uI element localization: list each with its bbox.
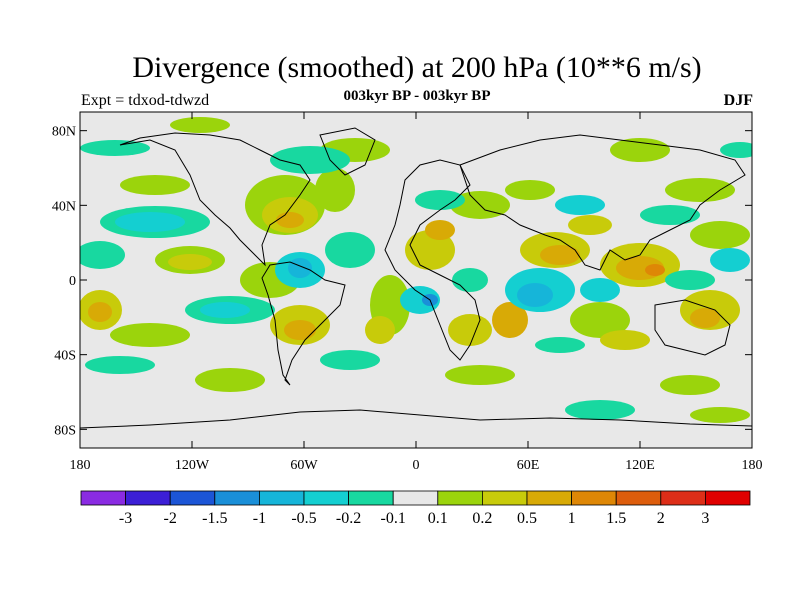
colorbar-swatch xyxy=(437,490,483,506)
colorbar-swatch xyxy=(169,490,216,506)
colorbar-swatch xyxy=(660,490,706,506)
colorbar-swatch xyxy=(214,490,260,506)
colorbar-label: 0.5 xyxy=(517,510,537,527)
coastlines xyxy=(80,127,752,429)
colorbar-swatch xyxy=(348,490,394,506)
asia-coast xyxy=(459,134,746,271)
colorbar-label: -1 xyxy=(253,510,266,527)
colorbar-label: -0.5 xyxy=(291,510,316,527)
colorbar-label: -3 xyxy=(119,510,132,527)
colorbar-swatch xyxy=(705,490,751,506)
colorbar-label: 0.2 xyxy=(472,510,492,527)
colorbar-label: 3 xyxy=(701,510,709,527)
colorbar-label: -2 xyxy=(164,510,177,527)
y-tick-label: 40N xyxy=(52,199,76,214)
x-tick-label: 120E xyxy=(625,458,655,473)
x-tick-label: 60E xyxy=(517,458,540,473)
colorbar-swatch xyxy=(571,490,617,506)
colorbar-label: 1.5 xyxy=(606,510,626,527)
colorbar-label: -1.5 xyxy=(202,510,227,527)
north-america-coast xyxy=(119,132,311,267)
positive-divergence-areas xyxy=(80,117,750,423)
y-tick-label: 0 xyxy=(69,274,76,289)
map-title: Divergence (smoothed) at 200 hPa (10**6 … xyxy=(132,51,702,84)
experiment-label: Expt = tdxod-tdwzd xyxy=(81,92,210,109)
colorbar-swatch xyxy=(258,490,305,506)
colorbar-swatch xyxy=(303,490,349,506)
colorbar-label: 2 xyxy=(657,510,665,527)
colorbar-label: 1 xyxy=(568,510,576,527)
x-tick-label: 0 xyxy=(413,458,420,473)
antarctica-coast xyxy=(80,409,752,429)
negative-divergence-areas xyxy=(80,140,752,420)
x-tick-label: 180 xyxy=(742,458,763,473)
colorbar-swatch xyxy=(526,490,572,506)
greenland-coast xyxy=(319,127,376,176)
y-tick-label: 80S xyxy=(54,423,76,438)
colorbar-label: -0.2 xyxy=(336,510,361,527)
colorbar-swatch xyxy=(80,490,126,506)
x-tick-label: 120W xyxy=(175,458,210,473)
south-america-coast xyxy=(261,261,346,386)
colorbar-swatch xyxy=(481,490,528,506)
colorbar-label: -0.1 xyxy=(381,510,406,527)
europe-africa-coast xyxy=(384,159,481,361)
period-label: 003kyr BP - 003kyr BP xyxy=(343,88,491,104)
colorbar-swatch xyxy=(125,490,171,506)
colorbar-swatch xyxy=(392,490,439,506)
colorbar-swatch xyxy=(615,490,662,506)
australia-coast xyxy=(654,299,731,356)
y-tick-label: 40S xyxy=(54,349,76,364)
x-tick-label: 180 xyxy=(70,458,91,473)
y-tick-label: 80N xyxy=(52,125,76,140)
season-label: DJF xyxy=(723,92,753,109)
colorbar: -3 -2 -1.5 -1 -0.5 -0.2 -0.1 0.1 0.2 0.5 1 1.5 2 3 xyxy=(80,490,751,527)
divergence-field xyxy=(80,117,752,423)
colorbar-label: 0.1 xyxy=(428,510,448,527)
x-tick-label: 60W xyxy=(290,458,318,473)
axis-ticks: 180 120W 60W 0 60E 120E 180 80N 40N 0 40S 80S xyxy=(52,112,763,473)
